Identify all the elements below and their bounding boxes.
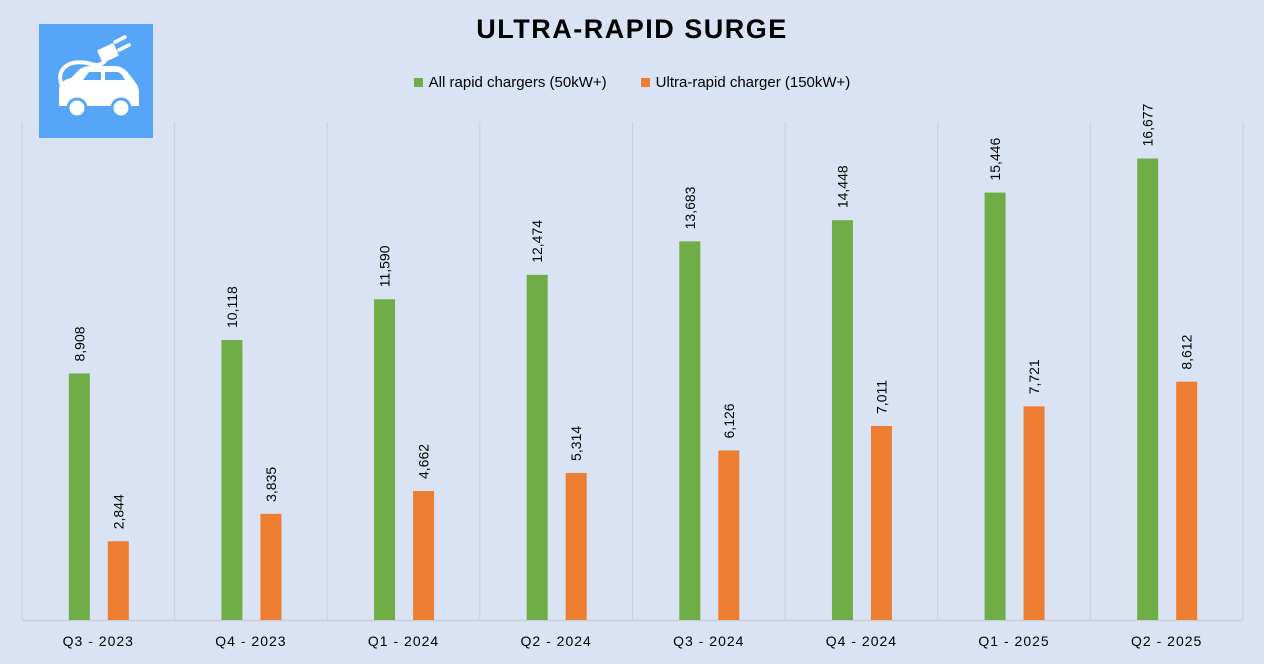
x-tick-label: Q3 - 2023 bbox=[63, 633, 134, 649]
legend-label-all-rapid: All rapid chargers (50kW+) bbox=[428, 74, 607, 91]
data-label: 10,118 bbox=[224, 286, 240, 328]
bar-ultra-rapid bbox=[870, 425, 892, 620]
bar-ultra-rapid bbox=[1176, 381, 1198, 620]
bar-ultra-rapid bbox=[1023, 406, 1045, 620]
legend-item-ultra-rapid: Ultra-rapid charger (150kW+) bbox=[640, 74, 851, 91]
x-tick-label: Q3 - 2024 bbox=[673, 633, 744, 649]
data-label: 12,474 bbox=[529, 220, 545, 263]
bar-ultra-rapid bbox=[565, 472, 587, 620]
x-tick-label: Q4 - 2024 bbox=[826, 633, 897, 649]
data-label: 4,662 bbox=[416, 444, 432, 479]
data-label: 16,677 bbox=[1140, 103, 1156, 146]
legend-item-all-rapid: All rapid chargers (50kW+) bbox=[413, 74, 607, 91]
data-label: 2,844 bbox=[110, 494, 126, 529]
x-tick-label: Q1 - 2025 bbox=[978, 633, 1049, 649]
data-label: 3,835 bbox=[263, 467, 279, 502]
data-label: 13,683 bbox=[682, 186, 698, 229]
bar-all-rapid bbox=[374, 299, 396, 620]
bar-all-rapid bbox=[221, 340, 243, 620]
data-label: 8,612 bbox=[1179, 334, 1195, 369]
bar-all-rapid bbox=[831, 220, 853, 620]
data-label: 6,126 bbox=[721, 403, 737, 438]
bar-all-rapid bbox=[679, 241, 701, 621]
bar-all-rapid bbox=[526, 274, 548, 620]
ev-logo bbox=[39, 24, 153, 138]
data-label: 5,314 bbox=[568, 426, 584, 461]
data-label: 14,448 bbox=[834, 165, 850, 208]
x-tick-label: Q2 - 2025 bbox=[1131, 633, 1202, 649]
bar-ultra-rapid bbox=[260, 513, 282, 620]
x-tick-label: Q4 - 2023 bbox=[215, 633, 286, 649]
x-tick-label: Q1 - 2024 bbox=[368, 633, 439, 649]
legend-swatch-all-rapid bbox=[413, 78, 423, 87]
legend-label-ultra-rapid: Ultra-rapid charger (150kW+) bbox=[655, 74, 851, 91]
data-label: 7,721 bbox=[1026, 359, 1042, 394]
data-label: 11,590 bbox=[377, 245, 393, 287]
bar-all-rapid bbox=[1137, 158, 1159, 620]
bar-all-rapid bbox=[68, 373, 90, 620]
ev-car-plug-icon bbox=[58, 35, 139, 119]
bar-ultra-rapid bbox=[413, 490, 435, 620]
chart-title: ULTRA-RAPID SURGE bbox=[476, 14, 788, 44]
x-tick-label: Q2 - 2024 bbox=[521, 633, 592, 649]
data-label: 15,446 bbox=[987, 138, 1003, 181]
data-label: 8,908 bbox=[71, 326, 87, 361]
chart-legend: All rapid chargers (50kW+) Ultra-rapid c… bbox=[0, 74, 1264, 91]
data-label: 7,011 bbox=[873, 380, 889, 414]
legend-swatch-ultra-rapid bbox=[640, 78, 650, 87]
bar-ultra-rapid bbox=[107, 541, 129, 620]
bar-all-rapid bbox=[984, 192, 1006, 620]
bar-ultra-rapid bbox=[718, 450, 740, 620]
